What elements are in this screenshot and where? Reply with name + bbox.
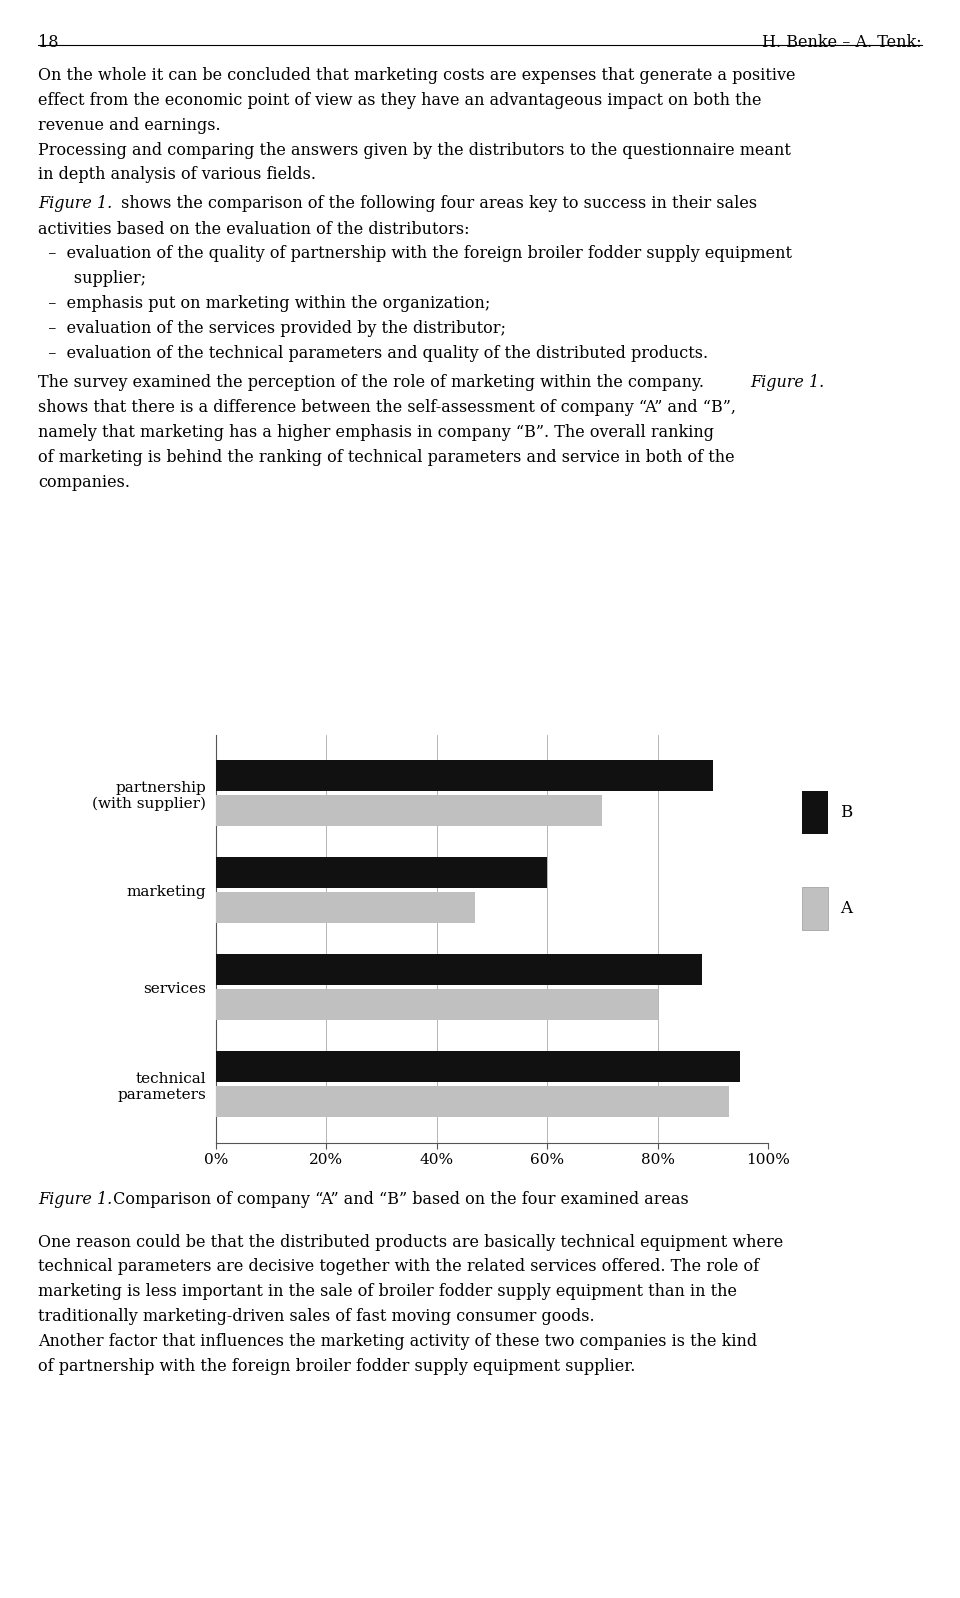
Text: One reason could be that the distributed products are basically technical equipm: One reason could be that the distributed…	[38, 1234, 783, 1374]
Text: activities based on the evaluation of the distributors:
  –  evaluation of the q: activities based on the evaluation of th…	[38, 221, 792, 361]
Bar	[802, 887, 828, 930]
Bar	[216, 1087, 730, 1117]
Text: The survey examined the perception of the role of marketing within the company.: The survey examined the perception of th…	[38, 374, 709, 392]
Text: B: B	[840, 804, 852, 821]
Text: H. Benke – A. Tenk:: H. Benke – A. Tenk:	[762, 34, 922, 51]
Text: 18: 18	[38, 34, 59, 51]
Bar	[216, 989, 658, 1020]
Bar	[216, 1051, 740, 1082]
Bar	[216, 761, 712, 791]
Bar	[216, 892, 475, 924]
Text: shows the comparison of the following four areas key to success in their sales: shows the comparison of the following fo…	[116, 195, 757, 213]
Text: A: A	[840, 900, 852, 917]
Text: shows that there is a difference between the self-assessment of company “A” and : shows that there is a difference between…	[38, 400, 736, 491]
Text: Figure 1.: Figure 1.	[751, 374, 825, 392]
Bar	[216, 796, 602, 826]
Bar	[802, 791, 828, 834]
Text: On the whole it can be concluded that marketing costs are expenses that generate: On the whole it can be concluded that ma…	[38, 67, 796, 184]
Text: Figure 1.: Figure 1.	[38, 1191, 112, 1208]
Bar	[216, 954, 702, 986]
Bar	[216, 857, 547, 888]
Text: Figure 1.: Figure 1.	[38, 195, 112, 213]
Text: Comparison of company “A” and “B” based on the four examined areas: Comparison of company “A” and “B” based …	[108, 1191, 689, 1208]
